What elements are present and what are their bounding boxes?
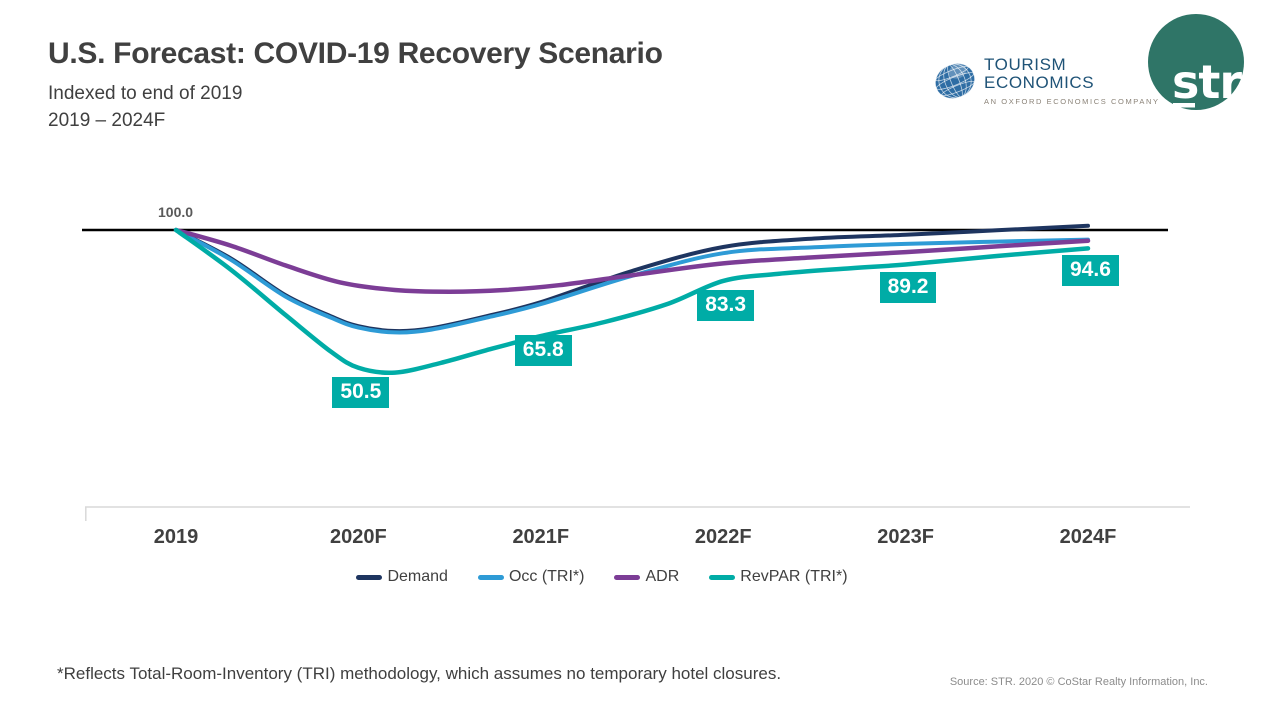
baseline-value-label: 100.0 bbox=[158, 204, 194, 220]
tourism-economics-text: TOURISM ECONOMICS AN OXFORD ECONOMICS CO… bbox=[984, 55, 1160, 107]
te-tagline: AN OXFORD ECONOMICS COMPANY bbox=[984, 97, 1160, 106]
legend-label: Occ (TRI*) bbox=[508, 568, 585, 585]
str-logo-text: str bbox=[1172, 55, 1242, 109]
page-title: U.S. Forecast: COVID-19 Recovery Scenari… bbox=[48, 37, 663, 70]
globe-icon bbox=[934, 63, 976, 99]
x-tick-label-2022F: 2022F bbox=[694, 526, 752, 548]
te-name-line-1: TOURISM bbox=[984, 55, 1067, 74]
x-tick-label-2019: 2019 bbox=[153, 526, 199, 548]
subtitle-line-2: 2019 – 2024F bbox=[48, 110, 166, 131]
legend-label: ADR bbox=[645, 568, 680, 585]
legend-item-revpar-tri-: RevPAR (TRI*) bbox=[709, 568, 848, 586]
chart-legend: Demand Occ (TRI*) ADR RevPAR (TRI*) bbox=[0, 568, 1204, 586]
data-label-50.5: 50.5 bbox=[332, 376, 390, 408]
legend-label: RevPAR (TRI*) bbox=[740, 568, 848, 585]
x-tick-label-2024F: 2024F bbox=[1059, 526, 1117, 548]
legend-swatch bbox=[477, 574, 504, 580]
data-label-89.2: 89.2 bbox=[879, 271, 937, 303]
legend-item-adr: ADR bbox=[614, 568, 679, 586]
series-line-occ-tri- bbox=[174, 228, 1090, 335]
series-line-adr bbox=[173, 227, 1091, 294]
legend-item-demand: Demand bbox=[356, 568, 448, 586]
x-axis-labels: 2019 2020F 2021F 2022F 2023F 2024F bbox=[0, 526, 1280, 552]
subtitle-line-1: Indexed to end of 2019 bbox=[48, 83, 243, 104]
footnote: *Reflects Total-Room-Inventory (TRI) met… bbox=[57, 664, 782, 683]
legend-swatch bbox=[709, 574, 736, 580]
series-line-revpar-tri- bbox=[173, 227, 1091, 376]
legend-swatch bbox=[356, 574, 383, 580]
subtitle: Indexed to end of 2019 2019 – 2024F bbox=[48, 80, 663, 134]
x-tick-label-2023F: 2023F bbox=[877, 526, 934, 548]
data-label-65.8: 65.8 bbox=[514, 335, 572, 367]
header: U.S. Forecast: COVID-19 Recovery Scenari… bbox=[48, 36, 663, 134]
te-name-line-2: ECONOMICS bbox=[984, 73, 1095, 92]
legend-item-occ-tri-: Occ (TRI*) bbox=[477, 568, 585, 586]
data-label-94.6: 94.6 bbox=[1062, 255, 1119, 287]
legend-swatch bbox=[614, 574, 641, 580]
source-attribution: Source: STR. 2020 © CoStar Realty Inform… bbox=[949, 676, 1208, 688]
legend-label: Demand bbox=[387, 568, 448, 585]
tourism-economics-logo: TOURISM ECONOMICS AN OXFORD ECONOMICS CO… bbox=[933, 56, 1160, 106]
data-label-83.3: 83.3 bbox=[697, 289, 755, 322]
x-tick-label-2021F: 2021F bbox=[512, 526, 570, 548]
str-logo: str bbox=[1148, 14, 1244, 110]
x-tick-label-2020F: 2020F bbox=[330, 526, 387, 548]
